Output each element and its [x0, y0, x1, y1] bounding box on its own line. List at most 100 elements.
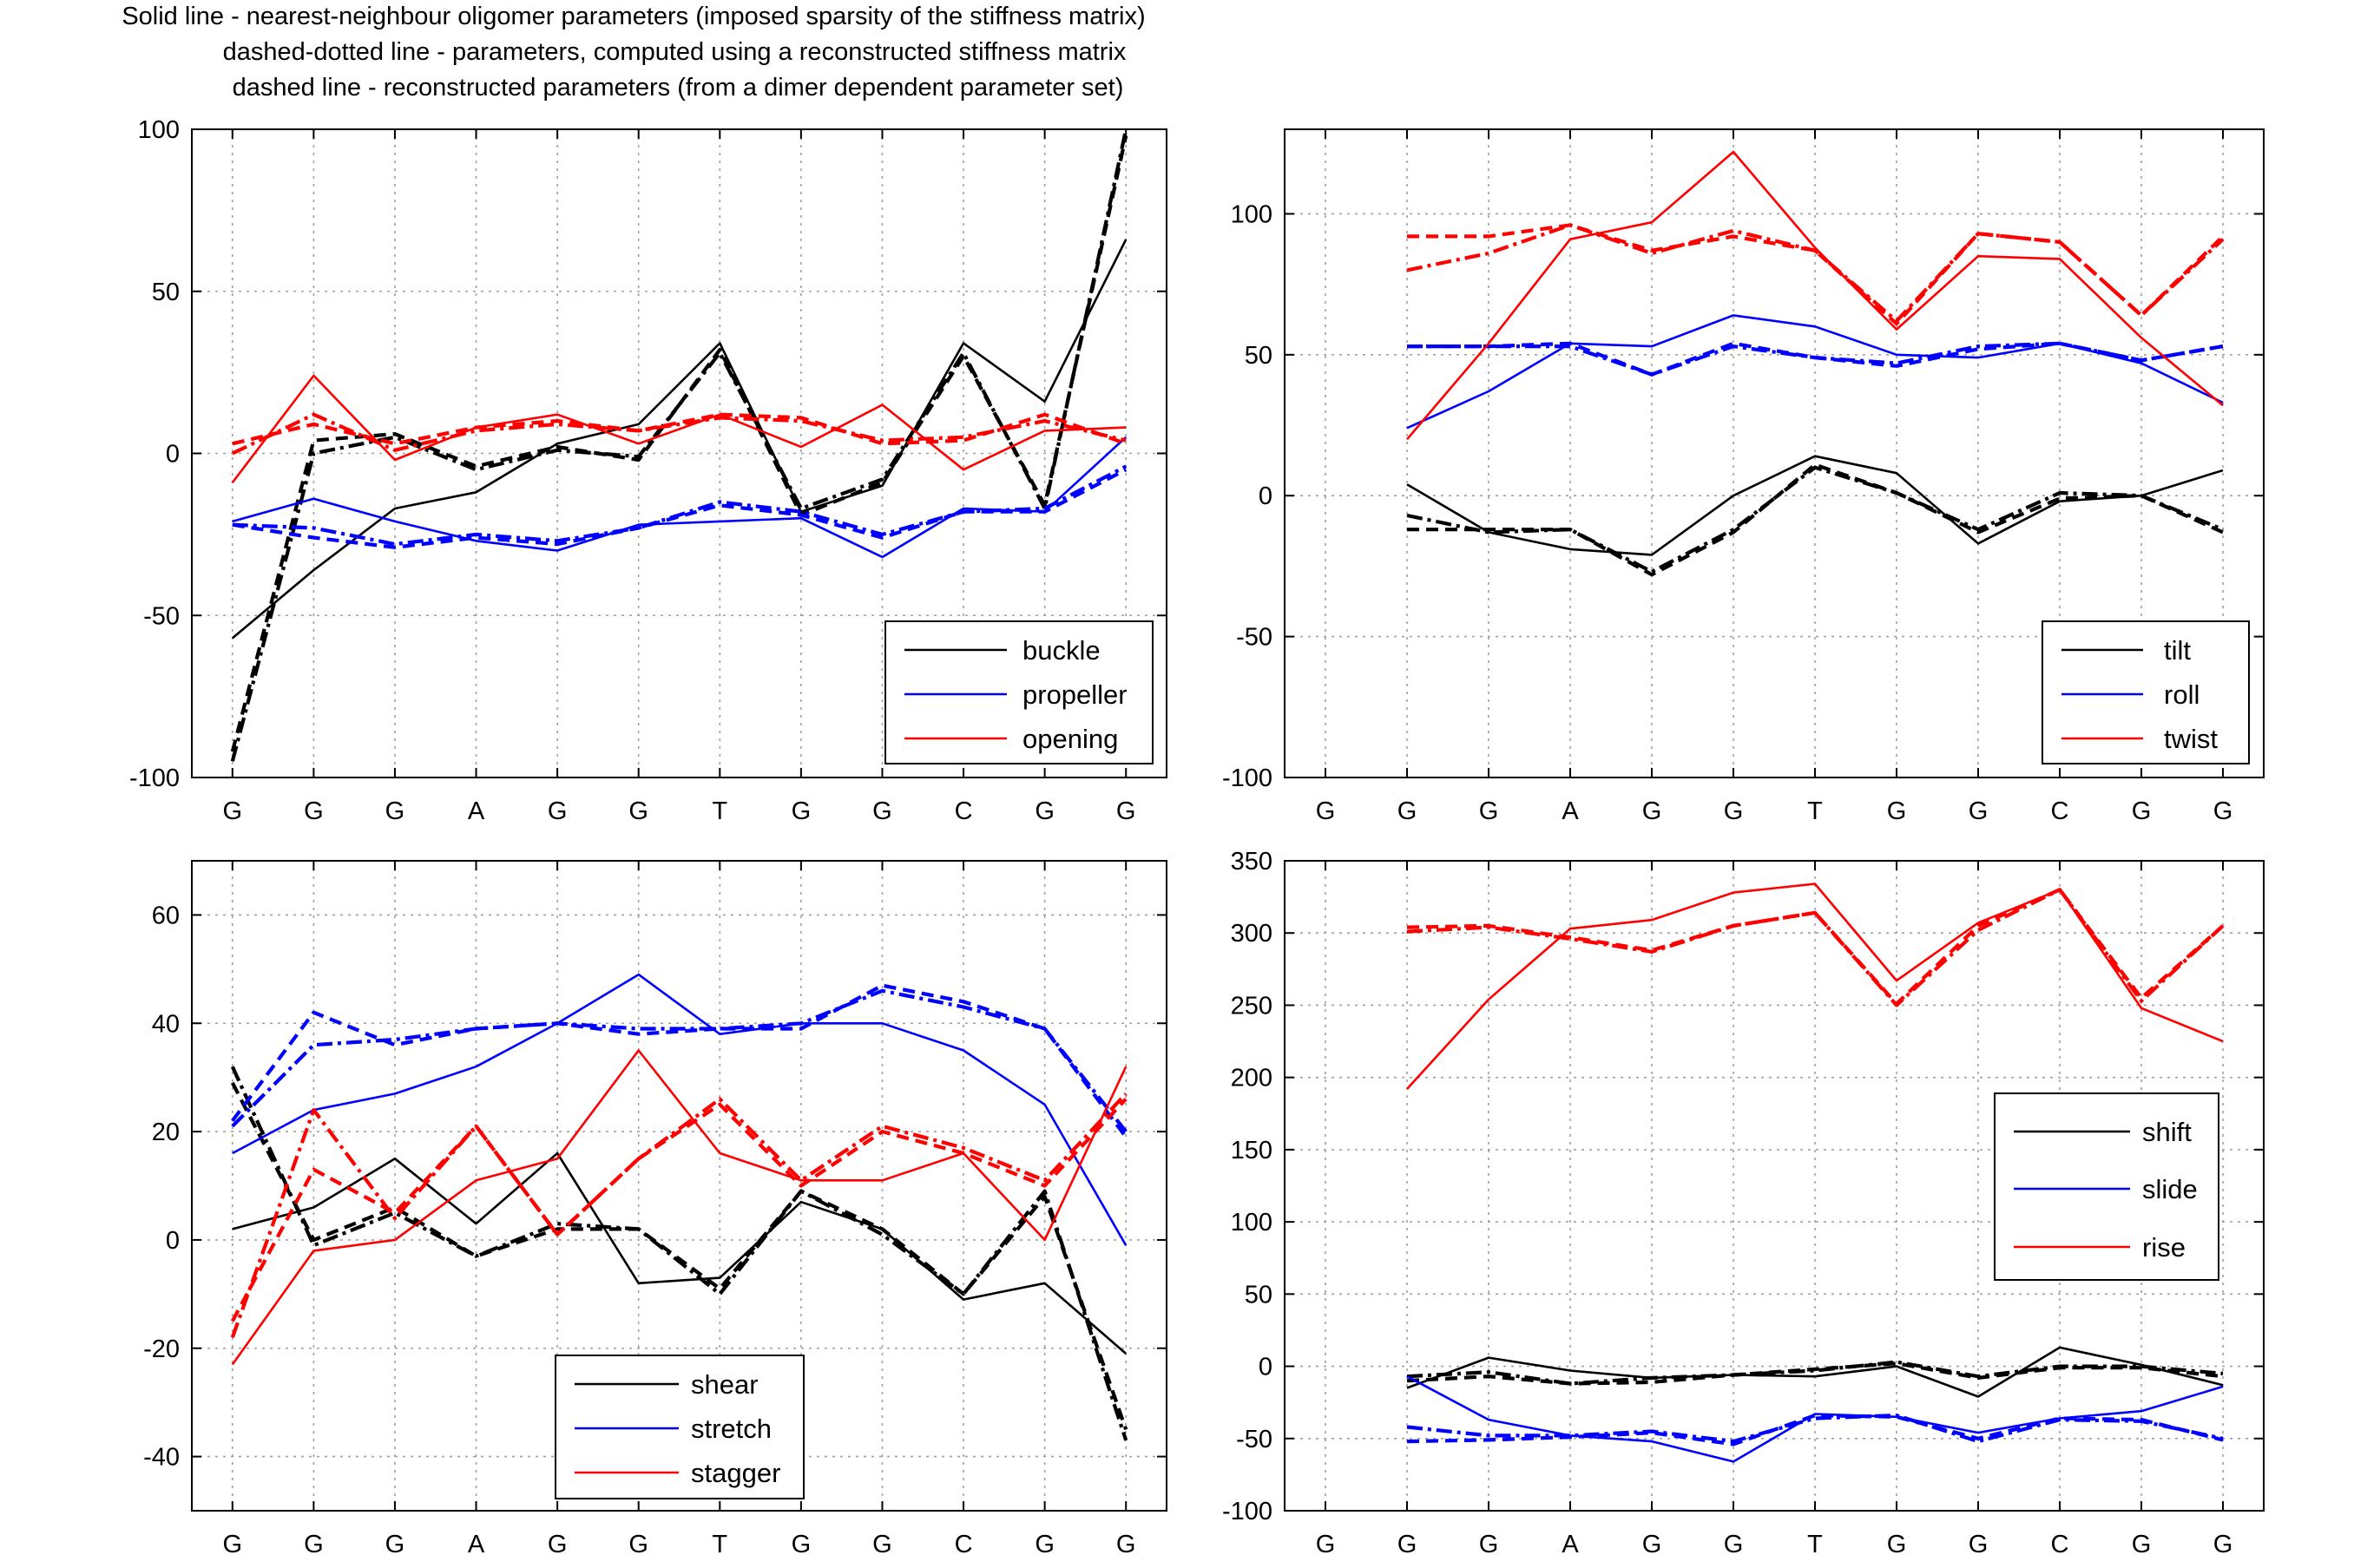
x-tick-label: G: [1642, 1531, 1662, 1558]
series-slide-solid: [1406, 1375, 2224, 1463]
legend: shift slide rise: [1994, 1092, 2219, 1281]
legend-label-buckle: buckle: [1022, 635, 1101, 666]
y-tick-label: -100: [1222, 1498, 1272, 1525]
y-tick-label: 40: [152, 1010, 180, 1038]
y-tick-label: 50: [1245, 1281, 1272, 1309]
x-tick-label: G: [1724, 1531, 1744, 1558]
y-tick-label: -100: [1222, 764, 1272, 792]
y-tick-label: 100: [138, 116, 180, 144]
series-tilt-dashed: [1407, 463, 2224, 577]
x-tick-label: G: [1316, 797, 1336, 825]
y-tick-label: -50: [1236, 1426, 1272, 1453]
series-shear-dashed: [230, 1081, 1128, 1431]
y-tick-label: 0: [1259, 1354, 1272, 1381]
y-tick-label: 0: [166, 1227, 180, 1255]
x-tick-label: G: [628, 797, 648, 825]
x-tick-label: G: [223, 1531, 243, 1558]
x-tick-label: T: [712, 797, 727, 825]
x-tick-label: G: [1116, 1531, 1136, 1558]
legend: tilt roll twist: [2042, 620, 2250, 764]
x-tick-label: A: [1562, 797, 1579, 825]
series-stagger-dashdot: [230, 1092, 1128, 1339]
legend-label-stretch: stretch: [691, 1414, 772, 1444]
x-tick-label: G: [1397, 1531, 1417, 1558]
x-tick-label: G: [1035, 1531, 1055, 1558]
legend-label-shear: shear: [691, 1369, 759, 1400]
title-line-3: dashed line - reconstructed parameters (…: [233, 74, 1124, 102]
x-tick-label: G: [628, 1531, 648, 1558]
series-opening-solid: [231, 374, 1127, 483]
series-slide-dashdot: [1406, 1413, 2224, 1444]
y-tick-label: 100: [1231, 1209, 1272, 1237]
series-twist-solid: [1406, 150, 2224, 441]
legend-box: [2042, 620, 2250, 764]
series-rise-solid: [1406, 882, 2224, 1090]
series-opening-dashdot: [231, 412, 1127, 456]
legend-label-stagger: stagger: [691, 1458, 780, 1488]
legend-box: [555, 1355, 805, 1499]
y-tick-label: 20: [152, 1119, 180, 1146]
series-shift-solid: [1406, 1346, 2224, 1398]
series-roll-solid: [1406, 314, 2224, 430]
legend-label-tilt: tilt: [2164, 635, 2191, 666]
x-tick-label: G: [872, 797, 892, 825]
x-tick-label: G: [792, 1531, 812, 1558]
series-propeller-dashdot: [232, 464, 1128, 547]
legend-label-roll: roll: [2164, 679, 2199, 710]
legend-box: [884, 620, 1154, 764]
series-shift-dashed: [1406, 1361, 2224, 1386]
series-stagger-solid: [231, 1049, 1128, 1366]
y-tick-label: 0: [1259, 482, 1272, 510]
y-tick-label: -20: [143, 1335, 180, 1363]
chart-panels: G G G A G G T G G C G G -100 -50 0 50 100 buckle propeller…: [129, 116, 2265, 1558]
x-tick-label: G: [223, 797, 243, 825]
y-tick-label: 60: [152, 902, 180, 929]
x-tick-label: G: [304, 1531, 324, 1558]
series-shear-dashdot: [230, 1066, 1128, 1441]
series-twist-dashdot: [1406, 223, 2225, 323]
x-tick-label: G: [1316, 1531, 1336, 1558]
y-tick-label: 350: [1231, 848, 1272, 876]
x-tick-label: G: [872, 1531, 892, 1558]
x-tick-label: G: [792, 797, 812, 825]
x-tick-label: A: [468, 797, 485, 825]
x-tick-label: G: [1969, 1531, 1989, 1558]
x-tick-label: G: [2132, 797, 2152, 825]
series-stretch-dashdot: [231, 988, 1128, 1133]
y-tick-label: -50: [143, 602, 180, 630]
x-tick-label: G: [548, 797, 568, 825]
legend-label-rise: rise: [2142, 1232, 2186, 1263]
x-tick-label: G: [548, 1531, 568, 1558]
legend-label-opening: opening: [1022, 724, 1118, 754]
legend: shear stretch stagger: [555, 1355, 805, 1499]
x-tick-label: T: [1807, 1531, 1823, 1558]
x-tick-label: C: [955, 1531, 973, 1558]
series-tilt-dashdot: [1406, 465, 2224, 574]
y-tick-label: -50: [1236, 624, 1272, 652]
x-tick-label: G: [1479, 797, 1499, 825]
y-tick-label: -100: [129, 764, 180, 792]
y-tick-label: 300: [1231, 920, 1272, 948]
series-tilt-solid: [1406, 455, 2224, 556]
x-tick-label: G: [1642, 797, 1662, 825]
x-tick-label: C: [955, 797, 973, 825]
x-tick-label: G: [2132, 1531, 2152, 1558]
x-tick-label: G: [1479, 1531, 1499, 1558]
x-tick-label: G: [1116, 797, 1136, 825]
x-tick-label: G: [1397, 797, 1417, 825]
y-tick-label: 0: [166, 441, 180, 469]
series-rise-dashdot: [1406, 888, 2225, 1007]
title-line-2: dashed-dotted line - parameters, compute…: [223, 38, 1127, 66]
series-shift-dashdot: [1406, 1360, 2224, 1386]
title-line-1: Solid line - nearest-neighbour oligomer …: [122, 3, 1145, 30]
legend-label-twist: twist: [2164, 724, 2218, 754]
series-opening-dashed: [232, 412, 1127, 446]
chart-base-pair-rotations: G G G A G G T G G C G G -100 -50 0 50 100 buckle propeller…: [129, 116, 1167, 825]
series-stretch-solid: [232, 973, 1128, 1246]
x-tick-label: G: [1035, 797, 1055, 825]
x-tick-label: G: [2213, 1531, 2233, 1558]
x-tick-label: G: [304, 797, 324, 825]
y-tick-label: 50: [1245, 342, 1272, 370]
x-tick-label: G: [385, 1531, 405, 1558]
